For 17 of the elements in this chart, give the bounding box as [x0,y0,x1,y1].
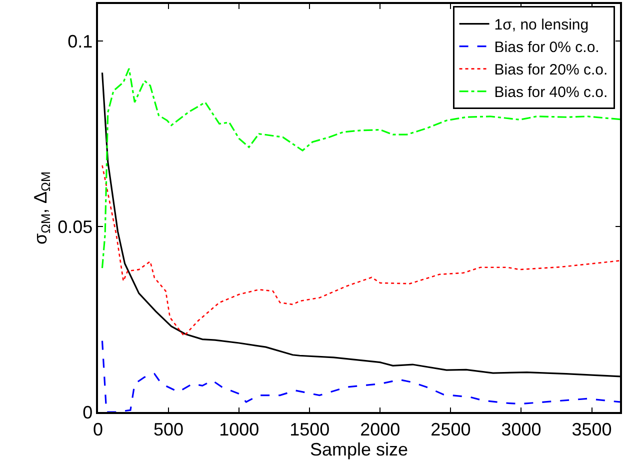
x-axis-title: Sample size [310,439,408,460]
line-series [101,340,620,412]
x-tick-label: 2500 [430,419,471,440]
x-tick-label: 2000 [360,419,400,440]
x-tick-label: 1000 [219,419,260,440]
legend-label: Bias for 0% c.o. [494,39,600,56]
legend-label: Bias for 20% c.o. [494,62,608,79]
line-series [102,164,620,337]
y-tick-label: 0.05 [58,216,93,237]
x-tick-label: 1500 [290,419,330,440]
y-tick-label: 0.1 [68,31,93,52]
y-tick-label: 0 [82,402,93,422]
x-tick-label: 500 [154,419,184,440]
x-tick-label: 3500 [572,419,612,440]
legend-label: 1σ, no lensing [494,16,589,34]
legend-label: Bias for 40% c.o. [494,84,608,102]
x-tick-label: 3000 [501,419,542,440]
